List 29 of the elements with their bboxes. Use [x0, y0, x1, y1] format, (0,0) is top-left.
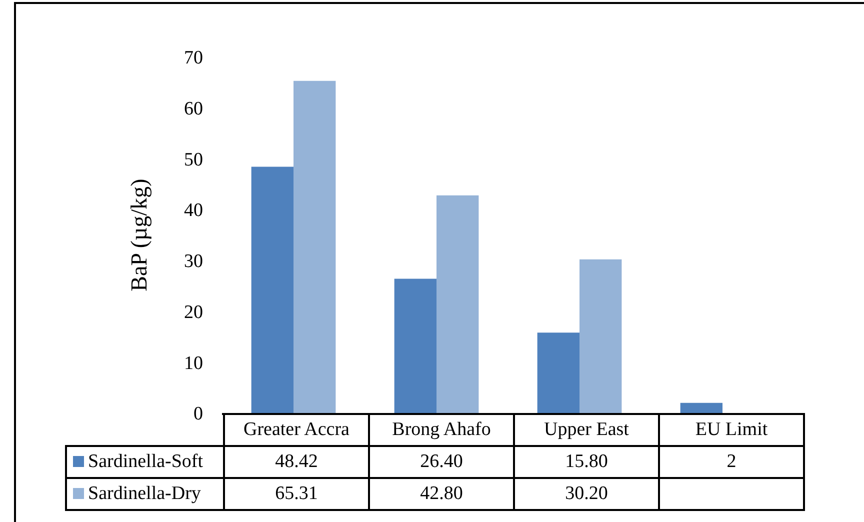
bar: [680, 402, 722, 413]
y-tick-label: 60: [184, 98, 203, 120]
data-label: 65.31: [224, 478, 369, 510]
legend-label: Sardinella-Dry: [88, 483, 201, 504]
bar: [394, 278, 436, 413]
y-tick-label: 30: [184, 251, 203, 272]
data-label: 15.80: [514, 446, 659, 478]
x-tick-label: EU Limit: [659, 414, 804, 446]
legend-label: Sardinella-Soft: [88, 451, 204, 472]
x-tick-label: Brong Ahafo: [369, 414, 514, 446]
y-tick-label: 70: [184, 48, 203, 69]
data-label: 42.80: [369, 478, 514, 510]
y-tick-label: 40: [184, 200, 203, 222]
bar: [537, 332, 580, 413]
data-label: 26.40: [369, 446, 514, 478]
bar: [436, 195, 479, 413]
bar: [294, 80, 336, 413]
data-label: 30.20: [514, 478, 659, 510]
data-label: 48.42: [224, 446, 369, 478]
bar: [580, 259, 622, 413]
y-tick-label: 0: [194, 404, 203, 425]
y-tick-label: 20: [184, 302, 203, 323]
x-tick-label: Upper East: [514, 414, 659, 446]
y-tick-label: 10: [184, 352, 203, 374]
data-label: 2: [659, 446, 804, 478]
y-axis-title: BaP (µg/kg): [126, 178, 152, 292]
x-tick-label: Greater Accra: [224, 414, 369, 446]
y-tick-label: 50: [184, 149, 203, 170]
bar: [251, 166, 294, 413]
